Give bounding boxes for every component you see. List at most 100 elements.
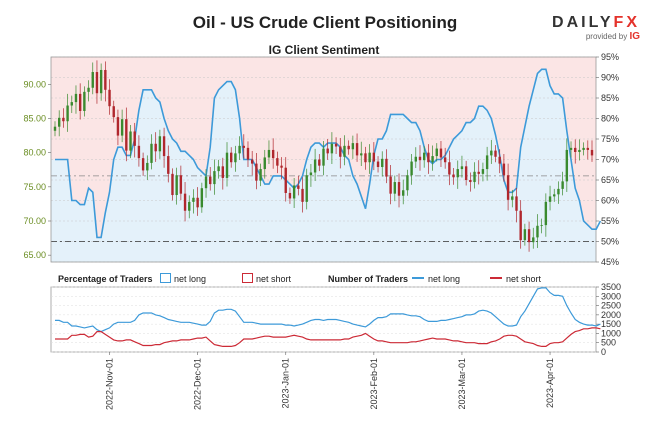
candle (171, 168, 174, 201)
candle-body (175, 175, 178, 196)
candle (213, 159, 216, 195)
candle-body (200, 188, 204, 208)
candle-body (57, 117, 61, 127)
candle (129, 124, 132, 159)
candle-body (351, 143, 355, 150)
candle (87, 80, 90, 102)
candle-body (297, 185, 300, 189)
candle-body (292, 185, 296, 199)
candle-body (209, 176, 212, 185)
candle (355, 133, 359, 162)
candle (309, 163, 313, 187)
candle (263, 149, 266, 179)
candle-body (83, 91, 86, 111)
candle (91, 62, 94, 95)
candle-body (498, 156, 501, 164)
candle (238, 136, 241, 160)
candle-body (267, 149, 271, 158)
candle (406, 169, 409, 196)
candle-body (125, 119, 128, 151)
candle (464, 160, 468, 186)
candle (318, 154, 321, 172)
candle-body (553, 194, 556, 197)
sentiment-tick-label: 85% (601, 93, 619, 103)
brand-provided: provided by IG (540, 31, 640, 42)
candle (179, 165, 183, 201)
chart-subtitle: IG Client Sentiment (268, 43, 380, 57)
candle (427, 144, 430, 174)
candle-body (167, 156, 170, 174)
legend-pct-title: Percentage of Traders (58, 274, 153, 284)
candle-body (578, 149, 581, 152)
candle-body (225, 152, 229, 178)
candle-body (519, 210, 522, 241)
candle-body (120, 119, 124, 136)
candle-body (334, 143, 338, 147)
candle (511, 189, 514, 208)
candle-body (477, 171, 480, 174)
candle-body (532, 237, 535, 243)
candle (204, 169, 208, 198)
candle-body (204, 176, 208, 189)
candle-body (561, 181, 564, 189)
legend-box-short (242, 273, 253, 283)
candle (347, 140, 350, 155)
candle-body (402, 190, 405, 196)
candle (452, 168, 455, 185)
candle-body (422, 152, 426, 161)
net-short-area (51, 57, 601, 238)
candle (175, 167, 178, 205)
candle (494, 145, 497, 163)
candle (125, 107, 128, 162)
candle (120, 109, 124, 143)
traders-tick-label: 1500 (601, 319, 621, 329)
sentiment-tick-label: 90% (601, 73, 619, 83)
candle (582, 142, 585, 156)
candle-body (188, 201, 191, 211)
candle-body (536, 225, 539, 238)
date-tick-label: 2022-Nov-01 (105, 358, 115, 410)
candle (66, 93, 69, 132)
candle-body (255, 163, 258, 181)
candle-body (410, 161, 413, 176)
candle (544, 193, 548, 237)
candle (481, 162, 485, 182)
candle-body (376, 161, 380, 168)
candle-body (339, 146, 342, 157)
candle (498, 149, 501, 174)
candle-body (343, 145, 346, 157)
candle-body (427, 152, 430, 163)
candle-body (259, 169, 262, 181)
legend-num-title: Number of Traders (328, 274, 409, 284)
legend-pct-short: net short (242, 273, 291, 285)
candle (477, 160, 480, 185)
candle-body (586, 147, 590, 150)
candle-body (485, 155, 489, 170)
candle (104, 61, 107, 102)
candle (162, 127, 166, 168)
candle (158, 129, 162, 159)
sentiment-tick-label: 55% (601, 216, 619, 226)
candle (188, 195, 191, 219)
candle (473, 162, 476, 189)
candle-body (284, 167, 287, 193)
candle (313, 148, 317, 182)
candle (578, 139, 581, 161)
candle-body (481, 169, 485, 174)
candle-body (217, 166, 220, 172)
candle-body (230, 152, 233, 163)
traders-tick-label: 2000 (601, 310, 621, 320)
candle-body (246, 147, 250, 160)
candle (376, 156, 380, 173)
candle (154, 132, 157, 162)
candle (343, 135, 346, 166)
chart-title: Oil - US Crude Client Positioning (192, 13, 458, 32)
legend-pct-long: net long (160, 273, 206, 285)
candle-body (196, 197, 199, 208)
brand-ig: IG (629, 31, 640, 42)
candle (351, 135, 355, 159)
candle-body (347, 145, 350, 150)
price-tick-label: 65.00 (23, 250, 46, 260)
candle (301, 177, 304, 213)
